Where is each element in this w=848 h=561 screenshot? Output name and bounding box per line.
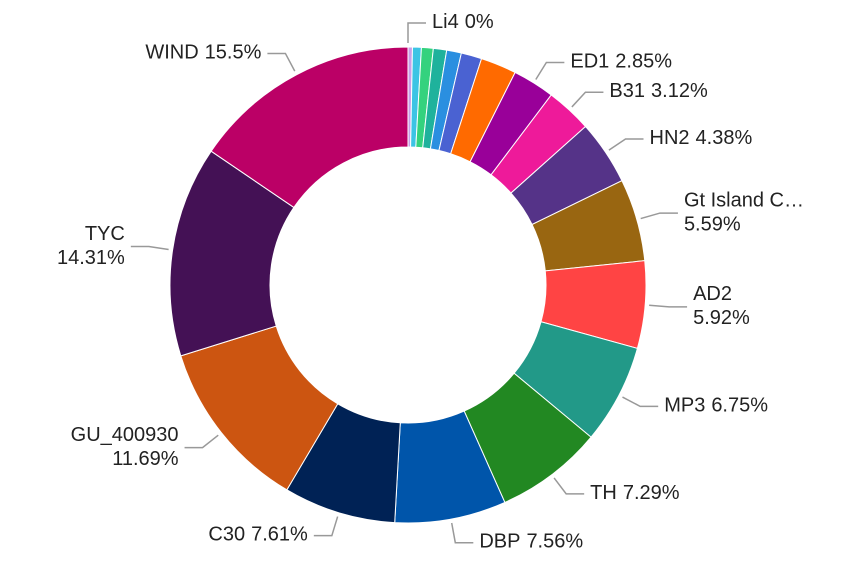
label-value: 0% <box>465 11 494 33</box>
leader-line <box>313 516 339 537</box>
label: HN2 4.38% <box>650 127 753 149</box>
label: TH 7.29% <box>590 482 680 504</box>
label-name: B31 <box>609 80 645 102</box>
label-value: 6.75% <box>711 395 768 417</box>
slice-label: HN2 4.38% <box>650 127 753 149</box>
leader-line <box>407 22 426 43</box>
slice-label: C30 7.61% <box>208 524 308 546</box>
label-name: Gt Island C… <box>684 189 804 211</box>
label-name: ED1 <box>570 51 609 73</box>
label-value: 11.69% <box>112 448 179 470</box>
leader-line <box>649 304 688 308</box>
label-value: 5.59% <box>684 213 741 235</box>
label-name: Li4 <box>432 11 459 33</box>
label-value: 14.31% <box>57 247 125 269</box>
label-value: 2.85% <box>615 51 672 73</box>
label: WIND 15.5% <box>145 42 261 64</box>
leader-line <box>622 396 659 408</box>
leader-line <box>553 477 585 495</box>
label: ED1 2.85% <box>570 51 672 73</box>
label-value: 7.29% <box>623 482 680 504</box>
leader-line <box>608 138 644 151</box>
label-name: DBP <box>479 531 520 553</box>
label: DBP 7.56% <box>479 531 583 553</box>
label-name: MP3 <box>664 395 705 417</box>
label-name: TYC <box>85 223 125 245</box>
slice-label: B31 3.12% <box>609 80 708 102</box>
label-name: GU_400930 <box>71 424 179 446</box>
leader-line <box>267 52 296 72</box>
slice <box>210 46 409 209</box>
label-name: TH <box>590 482 617 504</box>
label-value: 4.38% <box>696 127 753 149</box>
label-name: HN2 <box>650 127 690 149</box>
leader-line <box>450 522 474 544</box>
label: C30 7.61% <box>208 524 308 546</box>
label-value: 3.12% <box>651 80 708 102</box>
slice-label: DBP 7.56% <box>479 531 583 553</box>
label-name: AD2 <box>693 283 732 305</box>
slice-label: Li4 0% <box>432 11 494 33</box>
slice-label: ED1 2.85% <box>570 51 672 73</box>
slice-label: Gt Island C…5.59% <box>684 189 804 235</box>
leader-line <box>130 245 169 251</box>
label: Li4 0% <box>432 11 494 33</box>
label-value: 5.92% <box>693 307 750 329</box>
label-name: C30 <box>208 524 245 546</box>
leader-line <box>571 91 604 108</box>
leader-line <box>640 212 678 220</box>
label-value: 15.5% <box>205 42 262 64</box>
leader-line <box>184 434 219 449</box>
label: MP3 6.75% <box>664 395 768 417</box>
label: B31 3.12% <box>609 80 708 102</box>
slice-label: TH 7.29% <box>590 482 680 504</box>
label-value: 7.56% <box>526 531 583 553</box>
label-value: 7.61% <box>251 524 308 546</box>
slice-label: WIND 15.5% <box>145 42 261 64</box>
slice-label: MP3 6.75% <box>664 395 768 417</box>
label-name: WIND <box>145 42 198 64</box>
leader-line <box>535 61 565 80</box>
